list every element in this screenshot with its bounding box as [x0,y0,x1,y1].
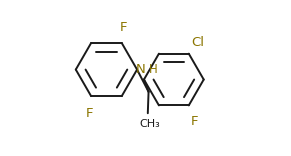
Text: N: N [136,63,146,76]
Text: F: F [86,107,93,120]
Text: F: F [120,21,127,34]
Text: Cl: Cl [191,36,204,49]
Text: CH₃: CH₃ [139,119,160,129]
Text: H: H [149,63,158,76]
Text: F: F [191,115,198,128]
